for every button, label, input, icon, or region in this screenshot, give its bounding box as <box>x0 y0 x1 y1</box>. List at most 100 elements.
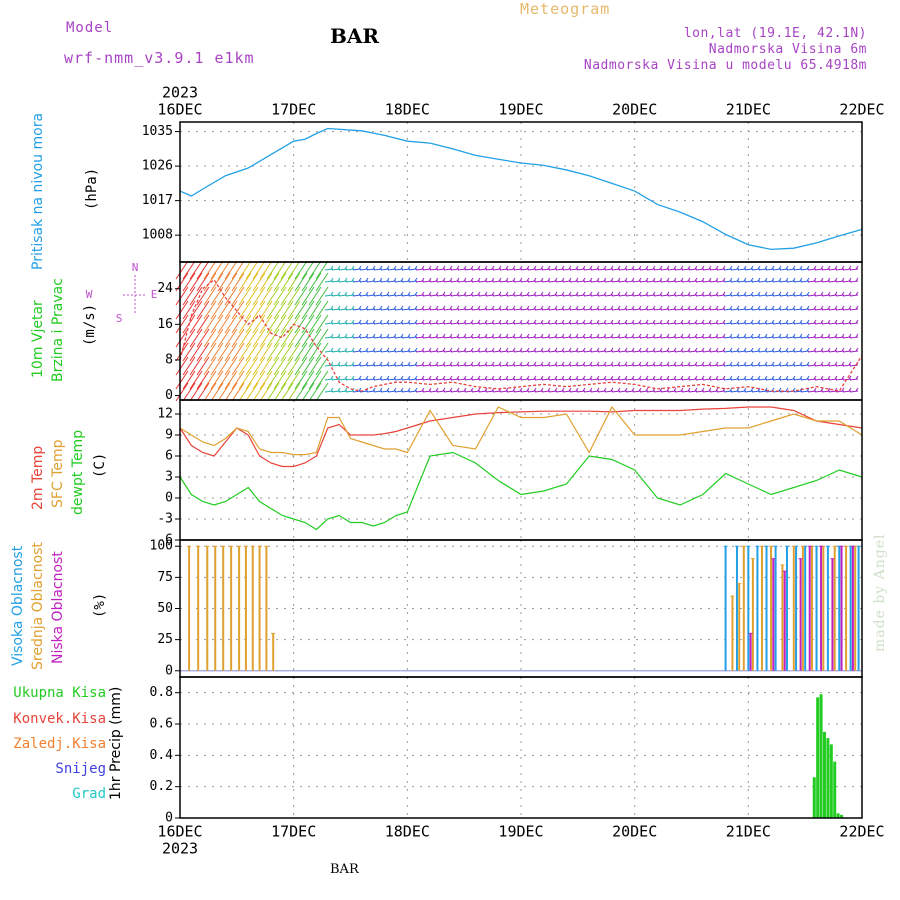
wind-barb <box>422 308 432 311</box>
wind-barb <box>618 336 628 339</box>
wind-barb <box>813 347 817 352</box>
wind-barb <box>266 272 280 292</box>
wind-barb <box>519 333 523 338</box>
wind-barb <box>547 265 551 270</box>
wind-barb <box>785 319 789 324</box>
wind-barb <box>575 291 579 296</box>
wind-barb <box>351 277 355 282</box>
wind-barb <box>638 265 642 270</box>
temp-y-tick: 6 <box>165 449 173 464</box>
wind-barb <box>596 265 600 270</box>
wind-barb <box>308 272 322 292</box>
wind-barb <box>639 322 649 325</box>
wind-barb <box>659 265 663 270</box>
wind-barb <box>224 382 238 402</box>
wind-barb <box>471 268 481 271</box>
wind-barb <box>568 277 572 282</box>
wind-barb <box>807 294 817 297</box>
wind-barb <box>778 319 782 324</box>
wind-barb <box>576 378 586 381</box>
wind-barb <box>352 322 362 325</box>
wind-barb <box>548 280 558 283</box>
wind-barb <box>259 260 273 280</box>
wind-barb <box>485 378 495 381</box>
wind-barb <box>681 378 691 381</box>
wind-barb <box>315 260 329 280</box>
wind-barb <box>547 319 551 324</box>
wind-barb <box>855 319 859 324</box>
wind-barb <box>547 291 551 296</box>
wind-barb <box>799 291 803 296</box>
wind-barb <box>611 268 621 271</box>
wind-barb <box>827 305 831 310</box>
wind-barb <box>653 294 663 297</box>
wind-barb <box>463 361 467 366</box>
wind-barb <box>443 268 453 271</box>
wind-barb <box>498 305 502 310</box>
wind-barb <box>294 260 308 280</box>
wind-barb <box>744 378 754 381</box>
wind-barb <box>779 378 789 381</box>
wind-barb <box>540 305 544 310</box>
wind-barb <box>400 305 404 310</box>
wind-barb <box>554 347 558 352</box>
wind-barb <box>779 308 789 311</box>
wind-barb <box>301 342 315 362</box>
wind-barb <box>737 390 747 393</box>
wind-barb <box>575 305 579 310</box>
wind-barb <box>436 336 446 339</box>
wind-barb <box>793 378 803 381</box>
wind-barb <box>828 294 838 297</box>
wind-barb <box>646 268 656 271</box>
wind-barb <box>694 375 698 380</box>
wind-barb <box>408 280 418 283</box>
wind-barb <box>337 375 341 380</box>
wind-barb <box>680 305 684 310</box>
wind-barb <box>315 342 329 362</box>
wind-barb <box>400 375 404 380</box>
wind-barb <box>435 347 439 352</box>
wind-barb <box>597 336 607 339</box>
wind-barb <box>429 390 439 393</box>
wind-barb <box>238 356 252 376</box>
wind-barb <box>666 319 670 324</box>
wind-barb <box>287 342 301 362</box>
wind-barb <box>792 375 796 380</box>
wind-barb <box>744 350 754 353</box>
wind-barb <box>659 333 663 338</box>
wind-barb <box>534 390 544 393</box>
wind-barb <box>737 294 747 297</box>
wind-barb <box>345 336 355 339</box>
wind-barb <box>252 260 266 280</box>
wind-barb <box>667 378 677 381</box>
wind-barb <box>660 280 670 283</box>
wind-barb <box>541 378 551 381</box>
wind-barb <box>848 305 852 310</box>
wind-barb <box>687 347 691 352</box>
wind-barb <box>386 291 390 296</box>
wind-barb <box>625 336 635 339</box>
wind-barb <box>674 350 684 353</box>
wind-barb <box>590 390 600 393</box>
wind-barb <box>415 390 425 393</box>
wind-barb <box>568 265 572 270</box>
wind-barb <box>548 336 558 339</box>
wind-barb <box>709 350 719 353</box>
wind-barb <box>338 308 348 311</box>
wind-barb <box>841 375 845 380</box>
wind-barb <box>345 322 355 325</box>
wind-barb <box>708 291 712 296</box>
wind-barb <box>485 336 495 339</box>
wind-barb <box>666 387 670 392</box>
wind-barb <box>352 378 362 381</box>
wind-barb <box>359 280 369 283</box>
wind-barb <box>842 350 852 353</box>
wind-barb <box>582 375 586 380</box>
wind-barb <box>308 328 322 348</box>
pressure-y-tick: 1008 <box>142 228 173 243</box>
wind-barb <box>175 342 189 362</box>
wind-barb <box>568 319 572 324</box>
wind-barb <box>401 280 411 283</box>
panel-frame <box>179 399 863 541</box>
precip-bar <box>833 761 837 818</box>
